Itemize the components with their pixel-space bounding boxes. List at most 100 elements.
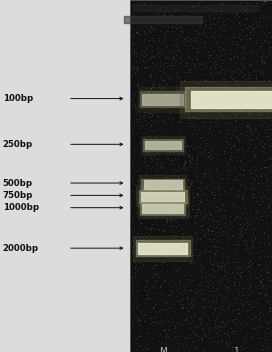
Point (186, 123, 190, 128)
Point (185, 114, 189, 120)
Point (240, 233, 244, 239)
Point (249, 39, 253, 45)
Point (142, 38, 147, 44)
Point (147, 232, 152, 238)
Point (184, 276, 188, 282)
Point (188, 320, 193, 326)
Point (163, 249, 168, 254)
Point (226, 65, 230, 71)
Point (251, 25, 255, 31)
Point (147, 122, 152, 128)
Point (157, 106, 161, 112)
Point (167, 224, 171, 230)
Point (240, 75, 245, 80)
Point (250, 244, 254, 250)
Point (163, 179, 168, 184)
Point (245, 73, 250, 78)
Point (168, 190, 172, 195)
Point (244, 241, 248, 247)
Point (209, 215, 214, 221)
Point (231, 128, 235, 134)
Point (146, 239, 151, 244)
Point (264, 338, 269, 343)
Point (255, 180, 260, 186)
Point (194, 346, 198, 351)
Point (175, 255, 180, 261)
Point (238, 222, 242, 228)
Point (224, 319, 228, 325)
Point (258, 313, 262, 319)
Point (183, 120, 187, 125)
Point (250, 170, 255, 175)
Point (149, 226, 153, 231)
Point (133, 105, 137, 110)
Point (214, 53, 218, 58)
Point (218, 311, 222, 317)
Point (233, 125, 237, 130)
Point (207, 142, 211, 147)
Point (165, 331, 169, 337)
Point (181, 214, 185, 220)
Point (258, 253, 262, 259)
Point (254, 72, 258, 78)
Point (142, 140, 147, 146)
Point (200, 302, 204, 308)
Point (173, 56, 177, 62)
Point (184, 305, 188, 311)
Point (238, 68, 243, 74)
Point (199, 119, 203, 124)
Point (235, 55, 239, 60)
Point (141, 130, 145, 136)
Point (181, 306, 186, 311)
Point (246, 308, 251, 313)
Point (186, 153, 190, 159)
Point (188, 38, 192, 44)
Point (188, 287, 192, 293)
Point (143, 284, 147, 290)
Point (208, 12, 212, 18)
Point (198, 62, 203, 67)
Point (169, 13, 173, 18)
Point (259, 60, 264, 65)
Point (167, 254, 171, 260)
Point (177, 25, 181, 30)
Point (223, 82, 227, 88)
Point (248, 288, 252, 293)
Point (194, 332, 199, 337)
Point (208, 248, 212, 253)
Point (181, 295, 185, 301)
Point (166, 55, 171, 61)
Point (148, 118, 153, 123)
Point (234, 321, 239, 327)
Point (244, 184, 248, 190)
Point (211, 300, 215, 305)
Point (182, 111, 186, 117)
Point (202, 172, 206, 177)
Point (149, 225, 154, 231)
Point (233, 1, 237, 7)
Point (162, 277, 166, 283)
Point (201, 221, 205, 227)
Point (230, 100, 235, 106)
Point (255, 22, 259, 27)
Point (239, 60, 244, 65)
Point (173, 71, 178, 77)
Point (169, 77, 174, 82)
Point (165, 216, 169, 222)
Point (136, 81, 140, 87)
Point (191, 344, 196, 350)
Point (243, 229, 247, 234)
Point (147, 296, 152, 301)
Point (237, 13, 241, 18)
Point (230, 123, 234, 128)
Point (147, 24, 152, 29)
Point (180, 143, 184, 148)
Point (208, 86, 212, 92)
Point (135, 68, 140, 74)
Point (174, 44, 178, 49)
Point (210, 202, 215, 208)
Point (237, 32, 241, 38)
Point (141, 135, 146, 140)
Point (226, 8, 230, 14)
Point (158, 200, 162, 205)
